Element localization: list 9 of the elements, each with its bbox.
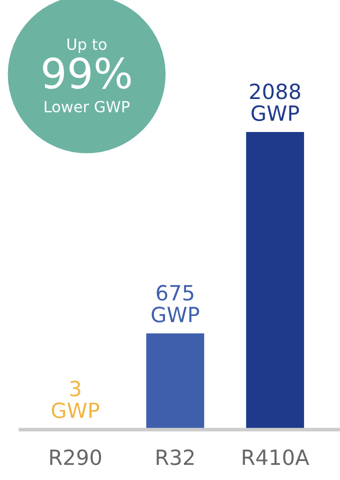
text: Up to: [67, 38, 106, 53]
data-label: 675 GWP: [152, 284, 200, 322]
text: 99%: [43, 57, 131, 89]
x-tick-label: R290: [50, 449, 102, 466]
x-tick-label: R32: [156, 449, 194, 466]
data-label: 3 GWP: [52, 380, 100, 418]
text: Lower GWP: [44, 100, 130, 112]
data-label: 2088 GWP: [250, 84, 300, 122]
x-tick-label: R410A: [242, 449, 310, 466]
